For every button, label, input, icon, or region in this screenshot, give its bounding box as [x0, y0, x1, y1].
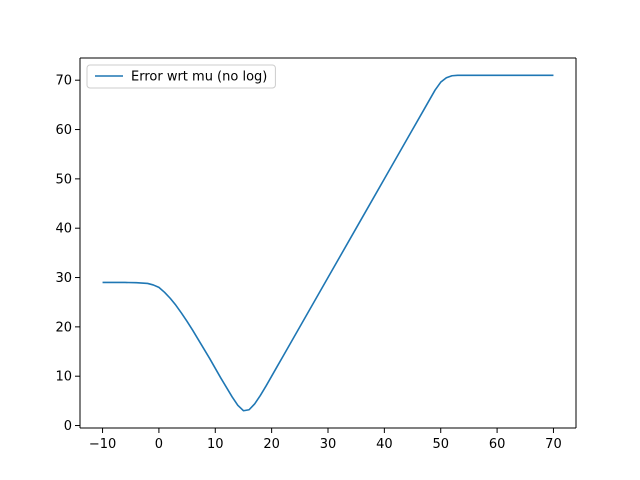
x-tick-label: 30	[320, 437, 337, 452]
x-tick-label: 60	[489, 437, 506, 452]
y-tick-label: 20	[55, 320, 72, 335]
legend-box	[86, 64, 276, 89]
y-tick-label: 40	[55, 222, 72, 237]
x-tick-label: 20	[263, 437, 280, 452]
y-tick-label: 0	[64, 419, 72, 434]
legend: Error wrt mu (no log)	[86, 64, 276, 89]
x-tick-label: −10	[89, 437, 116, 452]
y-tick-label: 70	[55, 74, 72, 89]
y-axis-ticks: 0 10 20 30 40 50 60 70	[55, 74, 80, 434]
x-tick-label: 0	[155, 437, 163, 452]
x-tick-label: 10	[207, 437, 224, 452]
axes-frame	[79, 57, 577, 429]
series-layer	[102, 74, 554, 412]
y-tick-label: 60	[55, 123, 72, 138]
x-axis-ticks: −10 0 10 20 30 40 50 60 70	[89, 428, 562, 452]
axes-background	[80, 58, 576, 428]
plot-area	[80, 58, 576, 428]
x-tick-label: 70	[545, 437, 562, 452]
x-tick-label: 40	[376, 437, 393, 452]
y-tick-label: 10	[55, 370, 72, 385]
series-line-0	[102, 74, 554, 412]
y-tick-label: 30	[55, 271, 72, 286]
x-tick-label: 50	[432, 437, 449, 452]
legend-label: Error wrt mu (no log)	[131, 70, 267, 85]
y-tick-label: 50	[55, 172, 72, 187]
